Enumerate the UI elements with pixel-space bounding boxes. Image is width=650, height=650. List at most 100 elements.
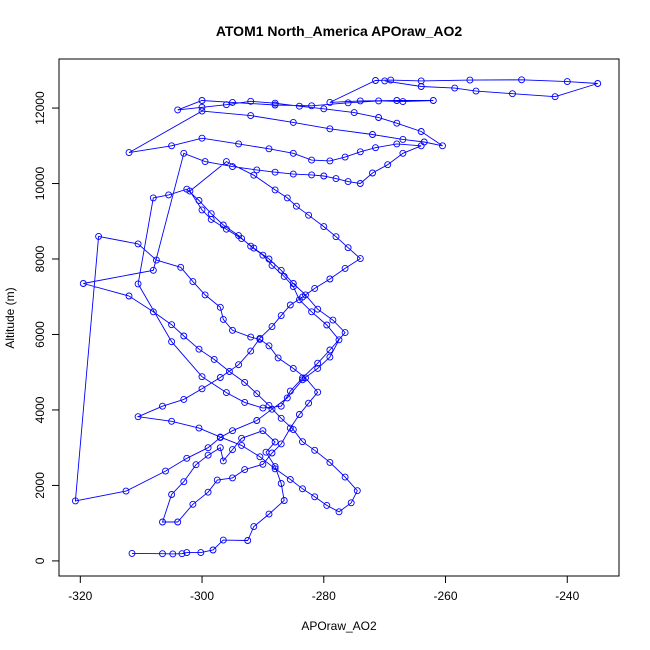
data-point (229, 474, 236, 482)
data-point (241, 466, 249, 474)
data-points (71, 76, 602, 558)
data-point (210, 355, 218, 363)
data-point (180, 149, 188, 157)
data-point (219, 457, 227, 465)
data-point (451, 84, 459, 92)
data-point (292, 202, 300, 210)
data-point (341, 264, 349, 272)
data-point (563, 78, 571, 86)
data-point (168, 338, 176, 346)
data-point (314, 305, 322, 313)
data-point (295, 411, 303, 418)
data-point (393, 119, 401, 127)
data-point (165, 191, 173, 199)
data-point (229, 427, 236, 435)
data-point (271, 463, 279, 471)
data-point (326, 275, 334, 283)
data-point (265, 401, 273, 409)
data-point (314, 364, 322, 372)
chart-title: ATOM1 North_America APOraw_AO2 (216, 23, 463, 39)
data-point (241, 398, 249, 406)
data-point (198, 107, 206, 115)
data-point (274, 354, 282, 362)
data-point (128, 549, 136, 557)
data-point (399, 135, 407, 143)
data-point (271, 168, 279, 176)
data-point (393, 140, 401, 148)
data-point (134, 413, 142, 421)
data-point (372, 144, 379, 152)
data-point (250, 523, 258, 531)
data-point (429, 97, 437, 104)
data-point (286, 301, 294, 309)
data-point (335, 336, 343, 344)
data-point (253, 166, 261, 174)
data-point (219, 315, 227, 323)
data-point (326, 157, 334, 165)
data-point (216, 303, 224, 311)
data-point (241, 378, 249, 386)
data-point (289, 118, 297, 126)
data-point (149, 194, 157, 202)
data-point (247, 347, 255, 355)
data-point (198, 97, 206, 104)
data-point (213, 476, 221, 484)
data-point (329, 316, 337, 324)
data-point (189, 500, 197, 508)
data-point (169, 550, 177, 558)
data-point (439, 142, 446, 150)
data-point (198, 103, 206, 111)
data-point (250, 244, 258, 252)
data-point (265, 145, 273, 153)
data-point (320, 172, 328, 180)
data-point (183, 549, 191, 557)
data-point (216, 444, 224, 452)
data-point (308, 308, 316, 316)
data-point (180, 478, 188, 486)
data-point (289, 280, 297, 287)
data-point (149, 308, 157, 316)
data-point (222, 101, 230, 109)
data-point (229, 98, 236, 106)
data-point (259, 404, 267, 412)
data-point (168, 417, 176, 425)
data-point (420, 138, 428, 146)
data-point (222, 389, 230, 397)
data-point (509, 90, 516, 98)
data-point (277, 266, 285, 274)
y-axis: 0 2000 4000 6000 8000 10000 12000 (33, 91, 60, 564)
data-point (180, 395, 188, 403)
series-line (74, 79, 598, 555)
x-tick-label: -320 (68, 589, 92, 603)
data-point (216, 433, 224, 441)
y-tick-label: 12000 (33, 91, 47, 125)
data-point (177, 263, 185, 271)
y-axis-label: Altitude (m) (3, 287, 17, 348)
data-point (375, 97, 383, 105)
data-point (159, 550, 166, 558)
data-point (229, 446, 236, 454)
data-point (174, 106, 182, 114)
data-point (323, 321, 331, 329)
data-point (277, 414, 285, 422)
data-point (283, 194, 291, 202)
data-point (283, 394, 291, 402)
data-point (326, 346, 334, 354)
data-point (332, 233, 340, 241)
data-point (268, 261, 276, 269)
data-point (201, 291, 209, 299)
data-point (347, 499, 355, 507)
data-point (253, 390, 261, 398)
data-point (277, 402, 285, 410)
data-point (197, 549, 205, 557)
series-group (71, 76, 602, 558)
data-point (311, 284, 319, 292)
data-point (314, 388, 322, 396)
data-point (344, 178, 352, 186)
data-point (271, 101, 279, 109)
data-point (71, 497, 79, 505)
data-point (353, 487, 361, 495)
data-point (268, 323, 276, 331)
data-point (238, 235, 246, 243)
data-point (134, 280, 142, 288)
